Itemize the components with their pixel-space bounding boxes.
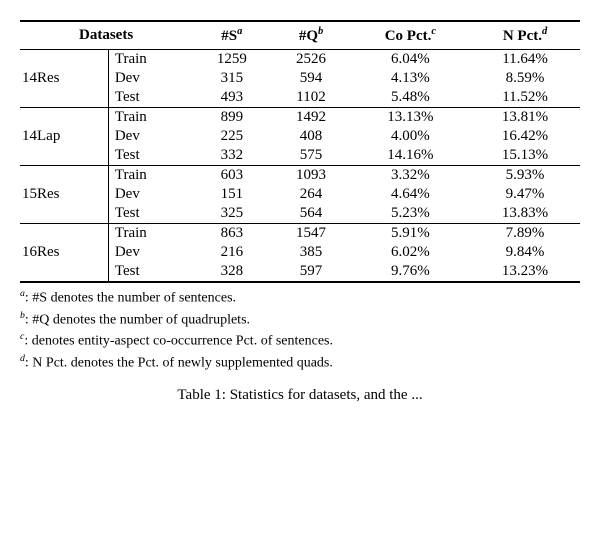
table-row: 14LapTrain899149213.13%13.81% [20, 108, 580, 128]
dataset-name-cell: 14Lap [20, 108, 108, 166]
s-cell: 493 [192, 88, 271, 108]
q-cell: 1547 [271, 224, 350, 244]
split-cell: Dev [108, 127, 192, 146]
co-cell: 14.16% [351, 146, 470, 166]
split-cell: Test [108, 204, 192, 224]
s-cell: 216 [192, 243, 271, 262]
n-cell: 13.83% [470, 204, 580, 224]
s-cell: 151 [192, 185, 271, 204]
q-cell: 1102 [271, 88, 350, 108]
q-cell: 408 [271, 127, 350, 146]
split-cell: Test [108, 146, 192, 166]
header-q: #Qb [271, 21, 350, 50]
co-cell: 13.13% [351, 108, 470, 128]
split-cell: Train [108, 108, 192, 128]
split-cell: Test [108, 262, 192, 282]
table-row: 15ResTrain60310933.32%5.93% [20, 166, 580, 186]
header-n: N Pct.d [470, 21, 580, 50]
n-cell: 7.89% [470, 224, 580, 244]
s-cell: 899 [192, 108, 271, 128]
header-q-sup: b [318, 26, 323, 37]
q-cell: 385 [271, 243, 350, 262]
dataset-name-cell: 15Res [20, 166, 108, 224]
dataset-name-cell: 16Res [20, 224, 108, 283]
n-cell: 5.93% [470, 166, 580, 186]
s-cell: 325 [192, 204, 271, 224]
n-cell: 9.47% [470, 185, 580, 204]
footnote-d: d: N Pct. denotes the Pct. of newly supp… [20, 352, 580, 374]
header-co-text: Co Pct. [385, 28, 432, 44]
n-cell: 13.23% [470, 262, 580, 282]
header-n-text: N Pct. [503, 28, 542, 44]
header-co: Co Pct.c [351, 21, 470, 50]
split-cell: Dev [108, 69, 192, 88]
q-cell: 594 [271, 69, 350, 88]
co-cell: 6.02% [351, 243, 470, 262]
s-cell: 863 [192, 224, 271, 244]
header-row: Datasets #Sa #Qb Co Pct.c N Pct.d [20, 21, 580, 50]
footnote-c: c: denotes entity-aspect co-occurrence P… [20, 330, 580, 352]
co-cell: 6.04% [351, 50, 470, 70]
header-s: #Sa [192, 21, 271, 50]
s-cell: 315 [192, 69, 271, 88]
footnote-d-text: : N Pct. denotes the Pct. of newly suppl… [25, 355, 333, 370]
n-cell: 9.84% [470, 243, 580, 262]
n-cell: 15.13% [470, 146, 580, 166]
footnote-c-text: : denotes entity-aspect co-occurrence Pc… [24, 334, 333, 349]
co-cell: 4.00% [351, 127, 470, 146]
dataset-stats-table-wrap: Datasets #Sa #Qb Co Pct.c N Pct.d 14ResT… [20, 20, 580, 404]
table-caption: Table 1: Statistics for datasets, and th… [20, 387, 580, 404]
s-cell: 328 [192, 262, 271, 282]
footnote-b: b: #Q denotes the number of quadruplets. [20, 309, 580, 331]
q-cell: 2526 [271, 50, 350, 70]
s-cell: 225 [192, 127, 271, 146]
header-datasets: Datasets [20, 21, 192, 50]
q-cell: 575 [271, 146, 350, 166]
split-cell: Dev [108, 243, 192, 262]
split-cell: Test [108, 88, 192, 108]
s-cell: 603 [192, 166, 271, 186]
n-cell: 11.64% [470, 50, 580, 70]
footnote-a-text: : #S denotes the number of sentences. [25, 291, 236, 306]
header-co-sup: c [431, 26, 436, 37]
n-cell: 16.42% [470, 127, 580, 146]
n-cell: 13.81% [470, 108, 580, 128]
split-cell: Train [108, 224, 192, 244]
dataset-name-cell: 14Res [20, 50, 108, 108]
co-cell: 5.23% [351, 204, 470, 224]
q-cell: 264 [271, 185, 350, 204]
dataset-stats-table: Datasets #Sa #Qb Co Pct.c N Pct.d 14ResT… [20, 20, 580, 283]
co-cell: 4.13% [351, 69, 470, 88]
co-cell: 5.91% [351, 224, 470, 244]
table-body: 14ResTrain125925266.04%11.64%Dev3155944.… [20, 50, 580, 283]
header-s-sup: a [237, 26, 242, 37]
s-cell: 1259 [192, 50, 271, 70]
q-cell: 564 [271, 204, 350, 224]
co-cell: 5.48% [351, 88, 470, 108]
footnote-b-text: : #Q denotes the number of quadruplets. [25, 312, 250, 327]
co-cell: 9.76% [351, 262, 470, 282]
header-q-text: #Q [299, 28, 318, 44]
co-cell: 3.32% [351, 166, 470, 186]
n-cell: 8.59% [470, 69, 580, 88]
s-cell: 332 [192, 146, 271, 166]
footnote-a: a: #S denotes the number of sentences. [20, 287, 580, 309]
table-row: 16ResTrain86315475.91%7.89% [20, 224, 580, 244]
footnotes: a: #S denotes the number of sentences. b… [20, 287, 580, 373]
header-s-text: #S [221, 28, 237, 44]
co-cell: 4.64% [351, 185, 470, 204]
q-cell: 597 [271, 262, 350, 282]
split-cell: Train [108, 166, 192, 186]
q-cell: 1492 [271, 108, 350, 128]
n-cell: 11.52% [470, 88, 580, 108]
header-n-sup: d [542, 26, 547, 37]
table-row: 14ResTrain125925266.04%11.64% [20, 50, 580, 70]
split-cell: Train [108, 50, 192, 70]
q-cell: 1093 [271, 166, 350, 186]
split-cell: Dev [108, 185, 192, 204]
